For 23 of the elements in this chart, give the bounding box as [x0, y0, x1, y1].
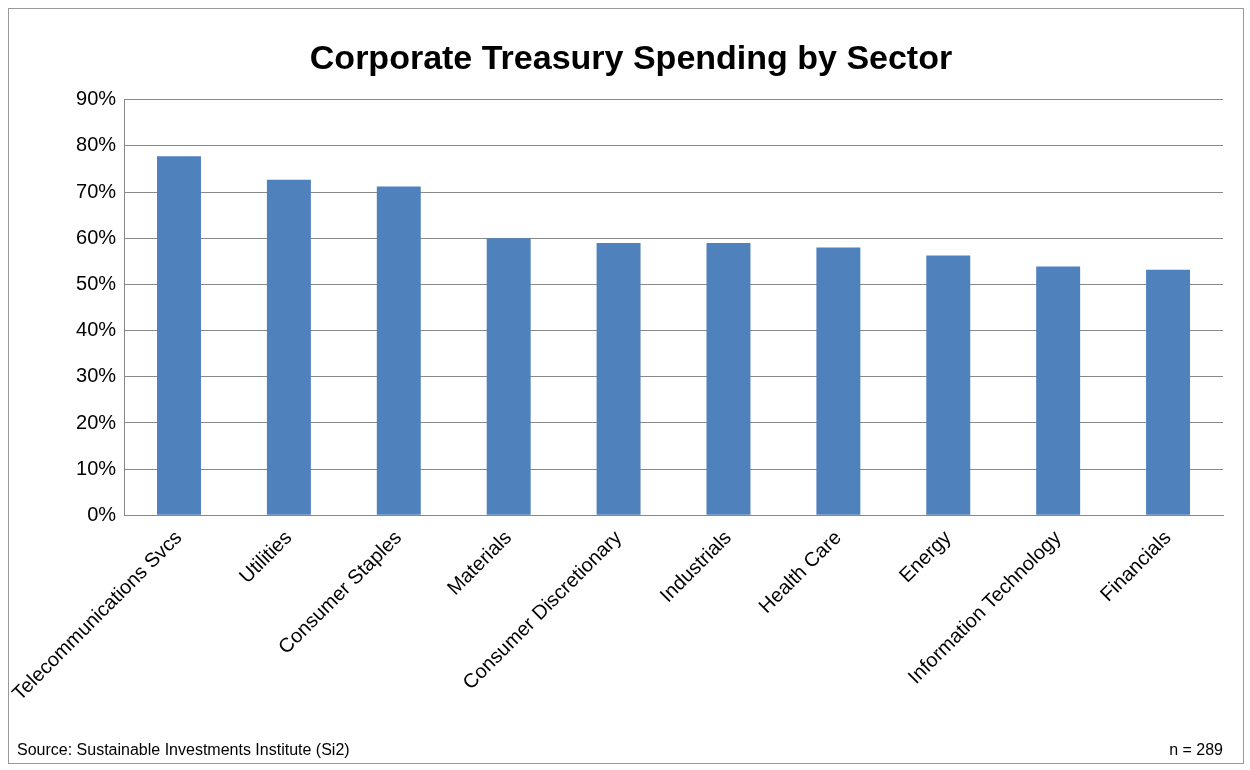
chart-title: Corporate Treasury Spending by Sector [309, 37, 953, 76]
y-tick-label: 20% [76, 410, 117, 433]
y-tick-label: 40% [76, 318, 117, 341]
bar [486, 238, 531, 515]
bar [596, 242, 641, 515]
y-tick-label: 30% [76, 364, 117, 387]
bar [816, 247, 861, 515]
bar [1146, 269, 1191, 515]
text: n = 289 [1169, 741, 1223, 759]
y-tick-label: 10% [76, 456, 117, 479]
bar [157, 156, 201, 515]
bar [266, 179, 311, 515]
y-tick-label: 60% [76, 225, 117, 248]
bar [1036, 266, 1081, 515]
y-tick-label: 0% [87, 502, 117, 525]
y-tick-label: 90% [76, 87, 117, 110]
bar [376, 186, 421, 515]
y-tick-label: 50% [76, 272, 117, 294]
y-tick-label: 70% [76, 179, 117, 202]
source-note: Source: Sustainable Investments Institute (Si2) [17, 741, 350, 759]
bar [926, 255, 971, 515]
bar [706, 242, 751, 515]
y-tick-label: 80% [76, 133, 117, 156]
